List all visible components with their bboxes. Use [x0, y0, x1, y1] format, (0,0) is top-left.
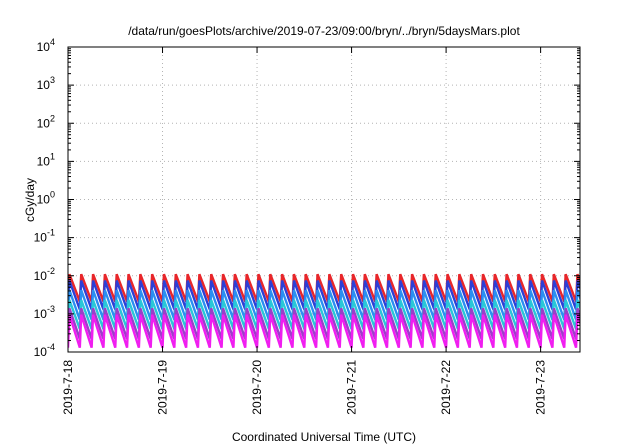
y-tick-label: 102	[37, 113, 55, 130]
x-tick-label: 2019-7-19	[156, 360, 170, 415]
series-group	[68, 273, 580, 349]
y-tick-label: 10-4	[34, 342, 55, 359]
y-tick-label: 100	[37, 190, 55, 207]
x-tick-label: 2019-7-22	[439, 360, 453, 415]
y-tick-label: 10-2	[34, 266, 55, 283]
x-tick-label: 2019-7-20	[250, 360, 264, 415]
x-axis-label: Coordinated Universal Time (UTC)	[232, 430, 416, 444]
y-axis-label: cGy/day	[23, 178, 37, 222]
axis-ticks: 10-4 10-3 10-2 10-1 100 101 102 103 104 2019-7-18…	[34, 37, 580, 415]
y-tick-label: 101	[37, 151, 55, 168]
x-tick-label: 2019-7-18	[61, 360, 75, 415]
x-tick-label: 2019-7-21	[345, 360, 359, 415]
x-tick-label: 2019-7-23	[534, 360, 548, 415]
series-line-6	[68, 314, 580, 349]
y-tick-label: 103	[37, 75, 55, 92]
y-tick-label: 10-1	[34, 228, 55, 245]
grid	[68, 47, 580, 352]
chart-title: /data/run/goesPlots/archive/2019-07-23/0…	[128, 24, 520, 38]
y-tick-label: 10-3	[34, 304, 55, 321]
y-tick-label: 104	[37, 37, 55, 54]
